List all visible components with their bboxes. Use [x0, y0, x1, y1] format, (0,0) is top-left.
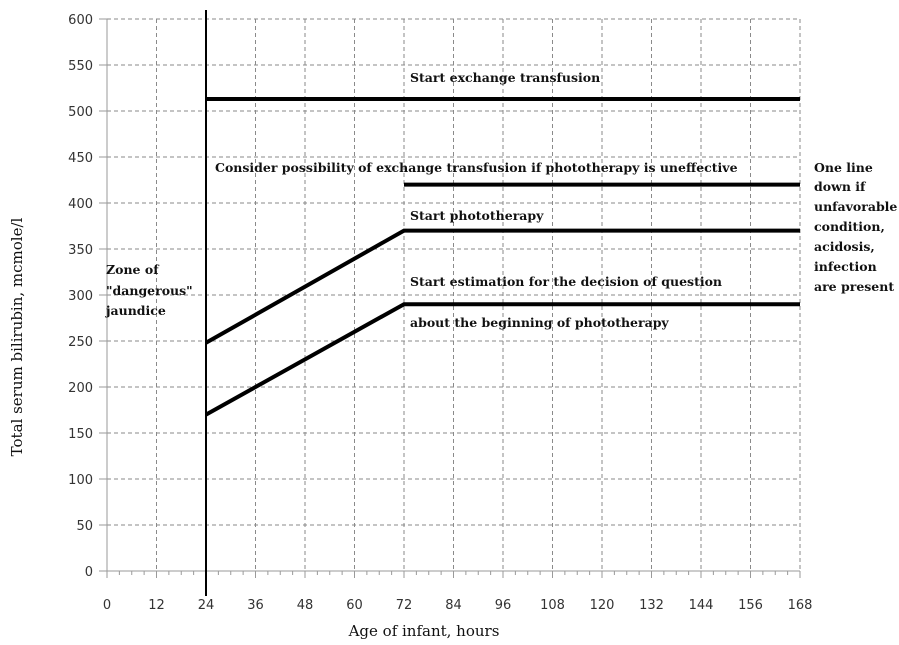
x-tick-label: 84: [445, 598, 462, 613]
y-tick-label: 400: [68, 197, 93, 212]
phototherapy-line: [205, 228, 800, 345]
y-tick-label: 500: [68, 105, 93, 120]
y-tick-label: 450: [68, 151, 93, 166]
y-tick-label: 350: [68, 243, 93, 258]
x-tick-label: 48: [297, 598, 314, 613]
x-tick-label: 120: [590, 598, 615, 613]
annotation-exchange: Start exchange transfusion: [410, 70, 600, 85]
y-tick-label: 300: [68, 289, 93, 304]
annotation-estimation-line1: Start estimation for the decision of que…: [410, 274, 722, 289]
axes: [99, 18, 801, 578]
annotation-right-line4: condition,: [814, 219, 885, 234]
x-tick-label: 24: [198, 598, 215, 613]
y-tick-label: 100: [68, 473, 93, 488]
annotation-zone-line3: jaundice: [105, 303, 166, 318]
x-tick-labels: 0 12 24 36 48 60 72 84 96 108 120 132 144 156 168: [103, 598, 813, 613]
annotation-estimation-line2: about the beginning of phototherapy: [410, 315, 669, 330]
estimation-line: [205, 302, 800, 417]
annotation-right-line6: infection: [814, 259, 877, 274]
x-tick-label: 132: [639, 598, 664, 613]
y-tick-label: 200: [68, 381, 93, 396]
y-tick-label: 600: [68, 13, 93, 28]
annotation-right-line5: acidosis,: [814, 239, 875, 254]
x-tick-label: 156: [738, 598, 763, 613]
grid: [106, 18, 801, 572]
annotation-right-line7: are present: [814, 279, 894, 294]
y-tick-label: 250: [68, 335, 93, 350]
x-axis-title: Age of infant, hours: [348, 622, 500, 640]
x-tick-label: 36: [247, 598, 264, 613]
y-tick-label: 150: [68, 427, 93, 442]
annotation-zone-line1: Zone of: [106, 262, 160, 277]
annotation-zone-line2: "dangerous": [106, 283, 193, 298]
y-tick-label: 50: [76, 519, 93, 534]
y-tick-labels: 0 50 100 150 200 250 300 350 400 450 500 550 600: [68, 13, 93, 580]
annotation-right-line3: unfavorable: [814, 199, 897, 214]
x-tick-label: 108: [540, 598, 565, 613]
annotation-right-line1: One line: [814, 160, 873, 175]
annotation-phototherapy: Start phototherapy: [410, 208, 544, 223]
x-tick-label: 12: [148, 598, 165, 613]
x-tick-label: 72: [396, 598, 413, 613]
y-axis-title: Total serum bilirubin, mcmole/l: [8, 217, 26, 456]
x-tick-label: 96: [495, 598, 512, 613]
annotation-right-line2: down if: [814, 179, 867, 194]
y-tick-label: 550: [68, 59, 93, 74]
x-tick-label: 168: [788, 598, 813, 613]
x-tick-label: 144: [689, 598, 714, 613]
x-tick-label: 60: [346, 598, 363, 613]
threshold-lines: [205, 10, 800, 596]
y-tick-label: 0: [85, 565, 93, 580]
annotation-consider: Consider possibility of exchange transfu…: [215, 160, 738, 175]
x-tick-label: 0: [103, 598, 111, 613]
